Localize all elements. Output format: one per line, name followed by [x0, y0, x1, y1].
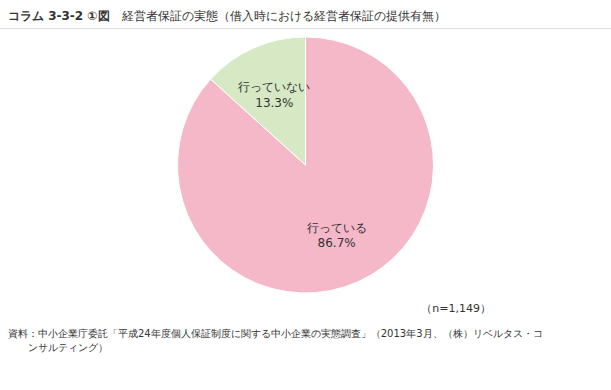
svg-text:行っている86.7%: 行っている86.7%	[307, 221, 367, 251]
html-text:（n=1,149）: （n=1,149）	[421, 302, 491, 315]
svg-text:行っていない13.3%: 行っていない13.3%	[238, 80, 310, 110]
html-text:資料：中小企業庁委託「平成24年度個人保証制度に関する中小企: 資料：中小企業庁委託「平成24年度個人保証制度に関する中小企業の実態調査」（20…	[8, 328, 543, 339]
html-text:経営者保証の実態（借入時における経営者保証の提供有無）: 経営者保証の実態（借入時における経営者保証の提供有無）	[121, 8, 446, 23]
html-text:コラム 3-3-2 ①図: コラム 3-3-2 ①図	[8, 8, 110, 23]
html-text:ンサルティング）: ンサルティング）	[8, 342, 108, 353]
